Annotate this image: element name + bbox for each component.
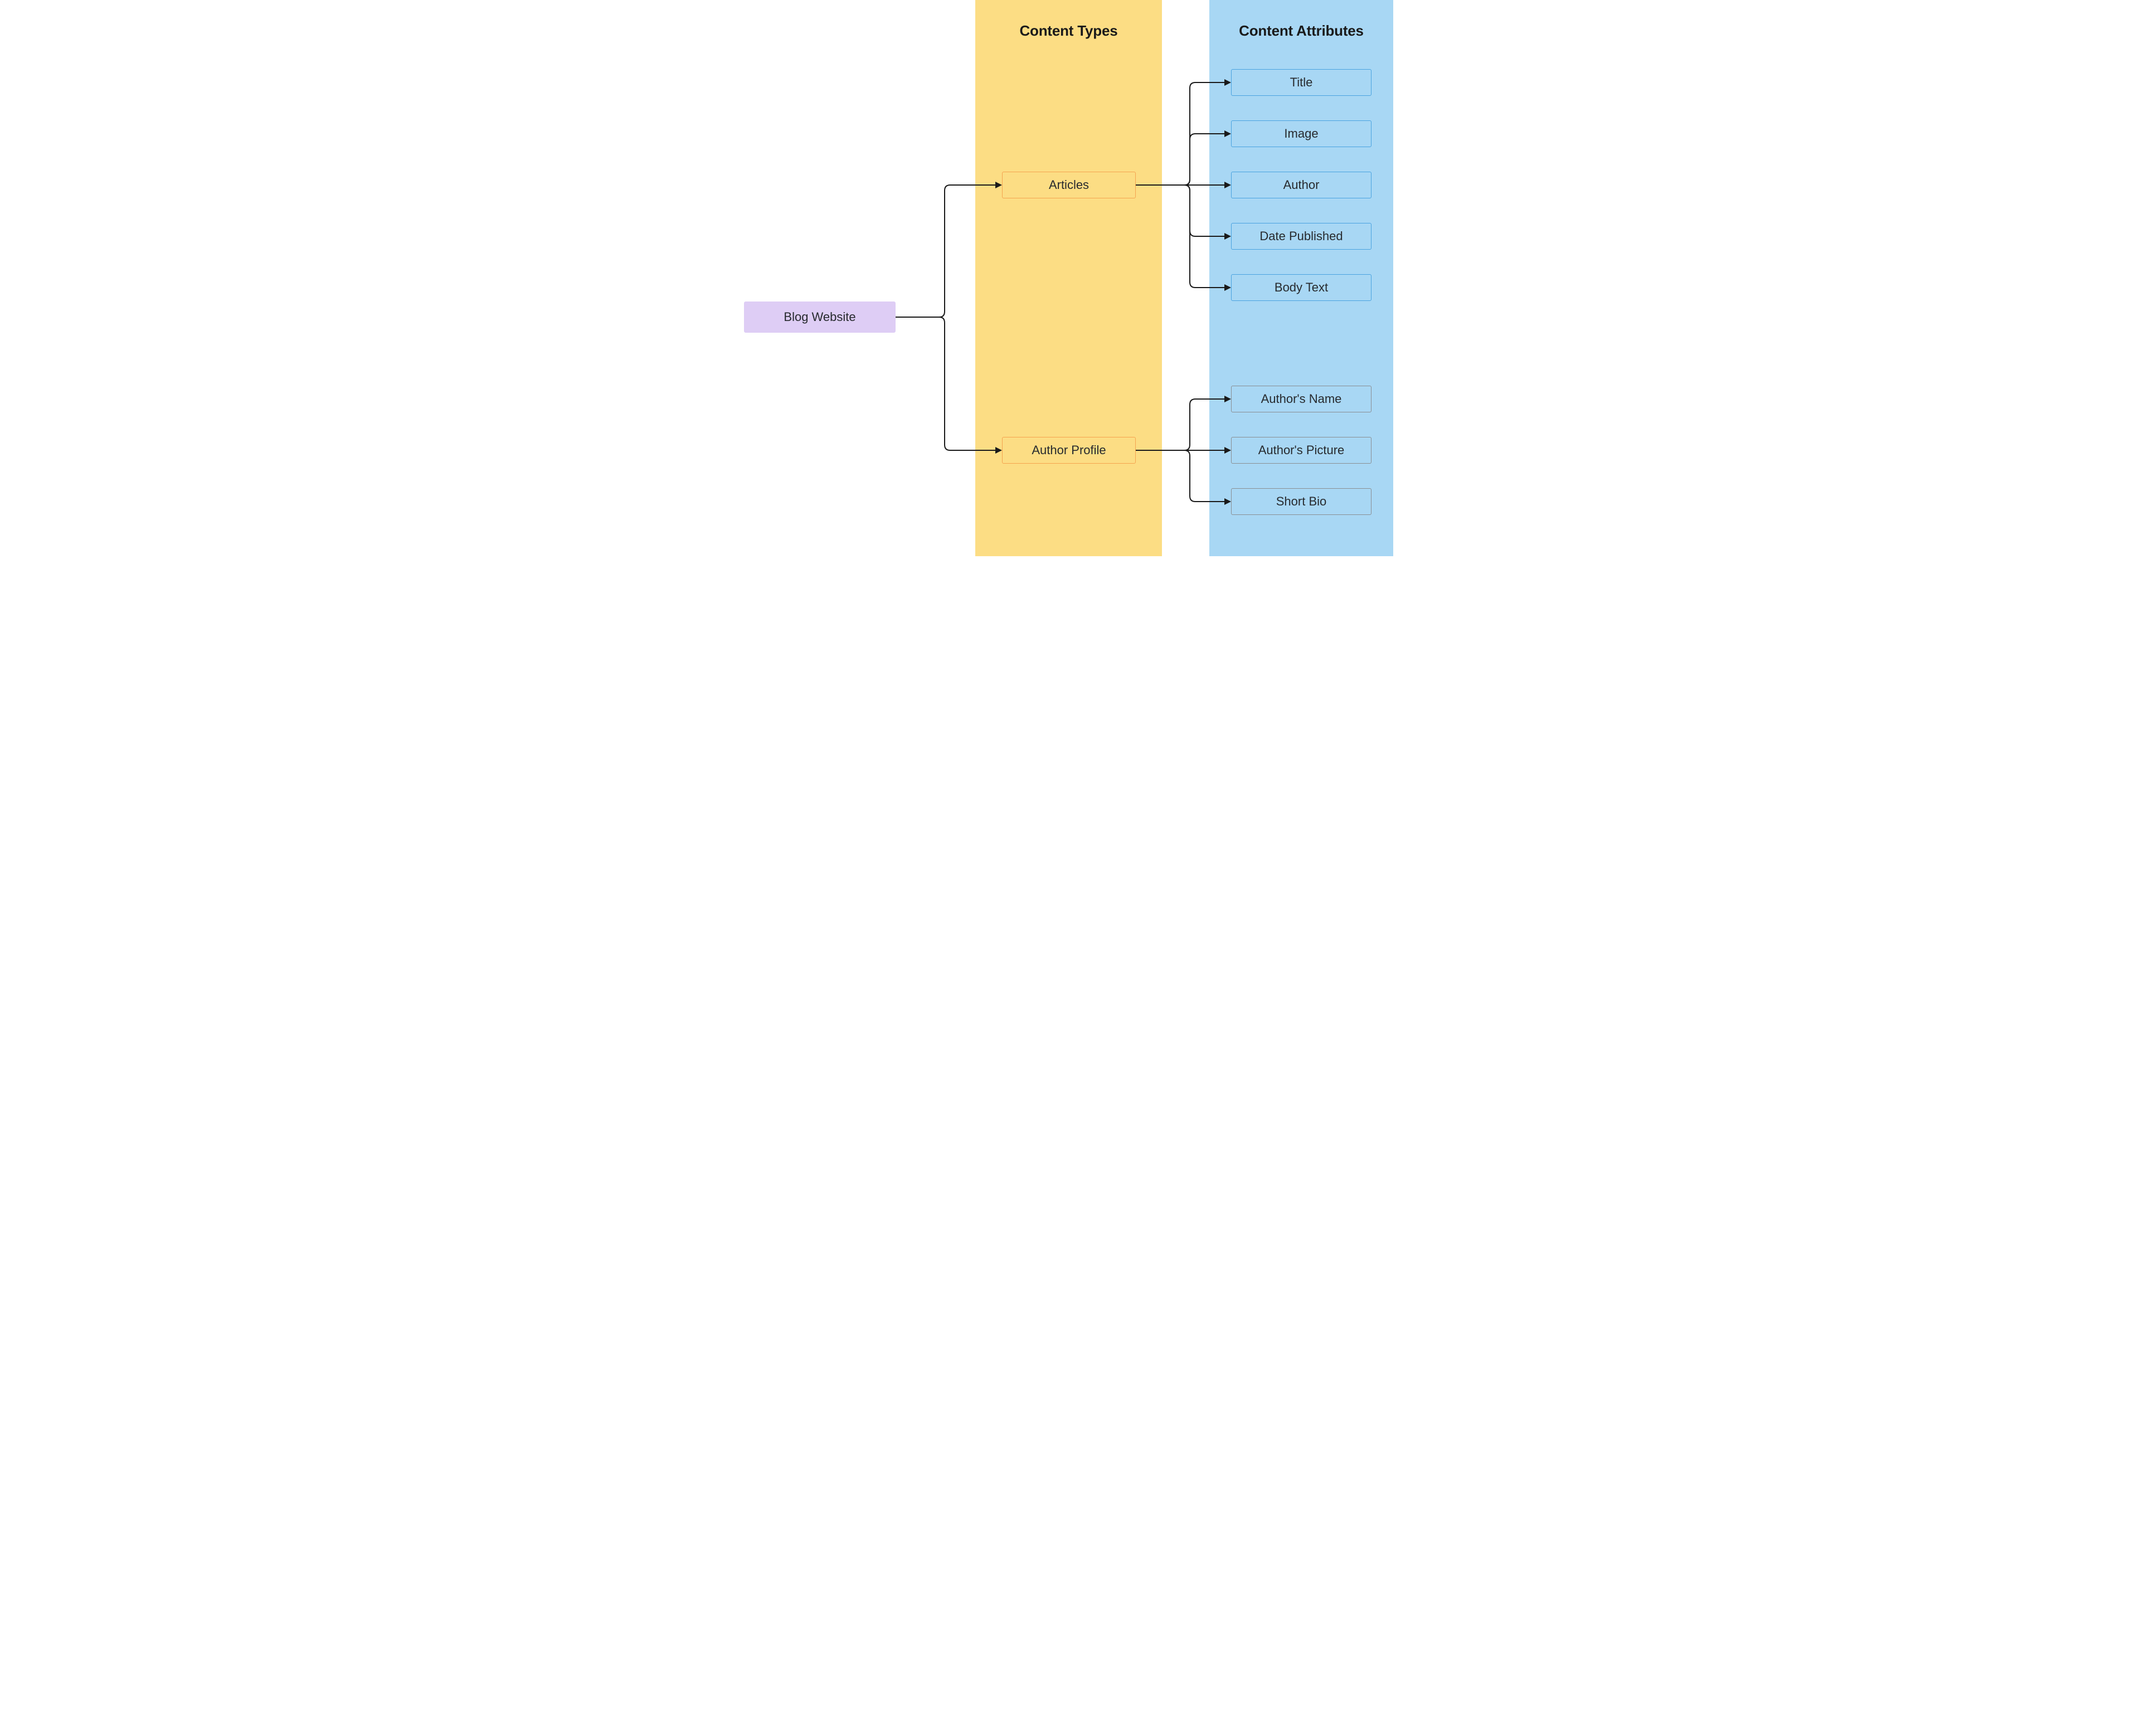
node-author-profile: Author Profile	[1002, 437, 1136, 464]
diagram-canvas: Content Types Content Attributes Blog We…	[727, 0, 1413, 556]
node-label: Author's Name	[1261, 392, 1342, 406]
node-label: Author Profile	[1032, 443, 1106, 458]
node-articles: Articles	[1002, 172, 1136, 198]
node-label: Articles	[1049, 178, 1089, 192]
node-label: Author	[1283, 178, 1320, 192]
node-label: Body Text	[1275, 280, 1328, 295]
node-label: Image	[1284, 127, 1318, 141]
node-label: Title	[1290, 75, 1313, 90]
node-attr-title: Title	[1231, 69, 1371, 96]
node-label: Blog Website	[784, 310, 855, 324]
node-attr-authors-name: Author's Name	[1231, 386, 1371, 412]
node-attr-date-published: Date Published	[1231, 223, 1371, 250]
column-content-types: Content Types	[975, 0, 1162, 556]
column-header-content-types: Content Types	[975, 22, 1162, 40]
node-label: Short Bio	[1276, 494, 1327, 509]
column-header-content-attributes: Content Attributes	[1209, 22, 1393, 40]
node-attr-authors-picture: Author's Picture	[1231, 437, 1371, 464]
node-blog-website: Blog Website	[744, 302, 896, 333]
node-attr-body-text: Body Text	[1231, 274, 1371, 301]
node-label: Author's Picture	[1258, 443, 1345, 458]
node-attr-short-bio: Short Bio	[1231, 488, 1371, 515]
node-attr-image: Image	[1231, 120, 1371, 147]
node-label: Date Published	[1259, 229, 1343, 244]
node-attr-author: Author	[1231, 172, 1371, 198]
